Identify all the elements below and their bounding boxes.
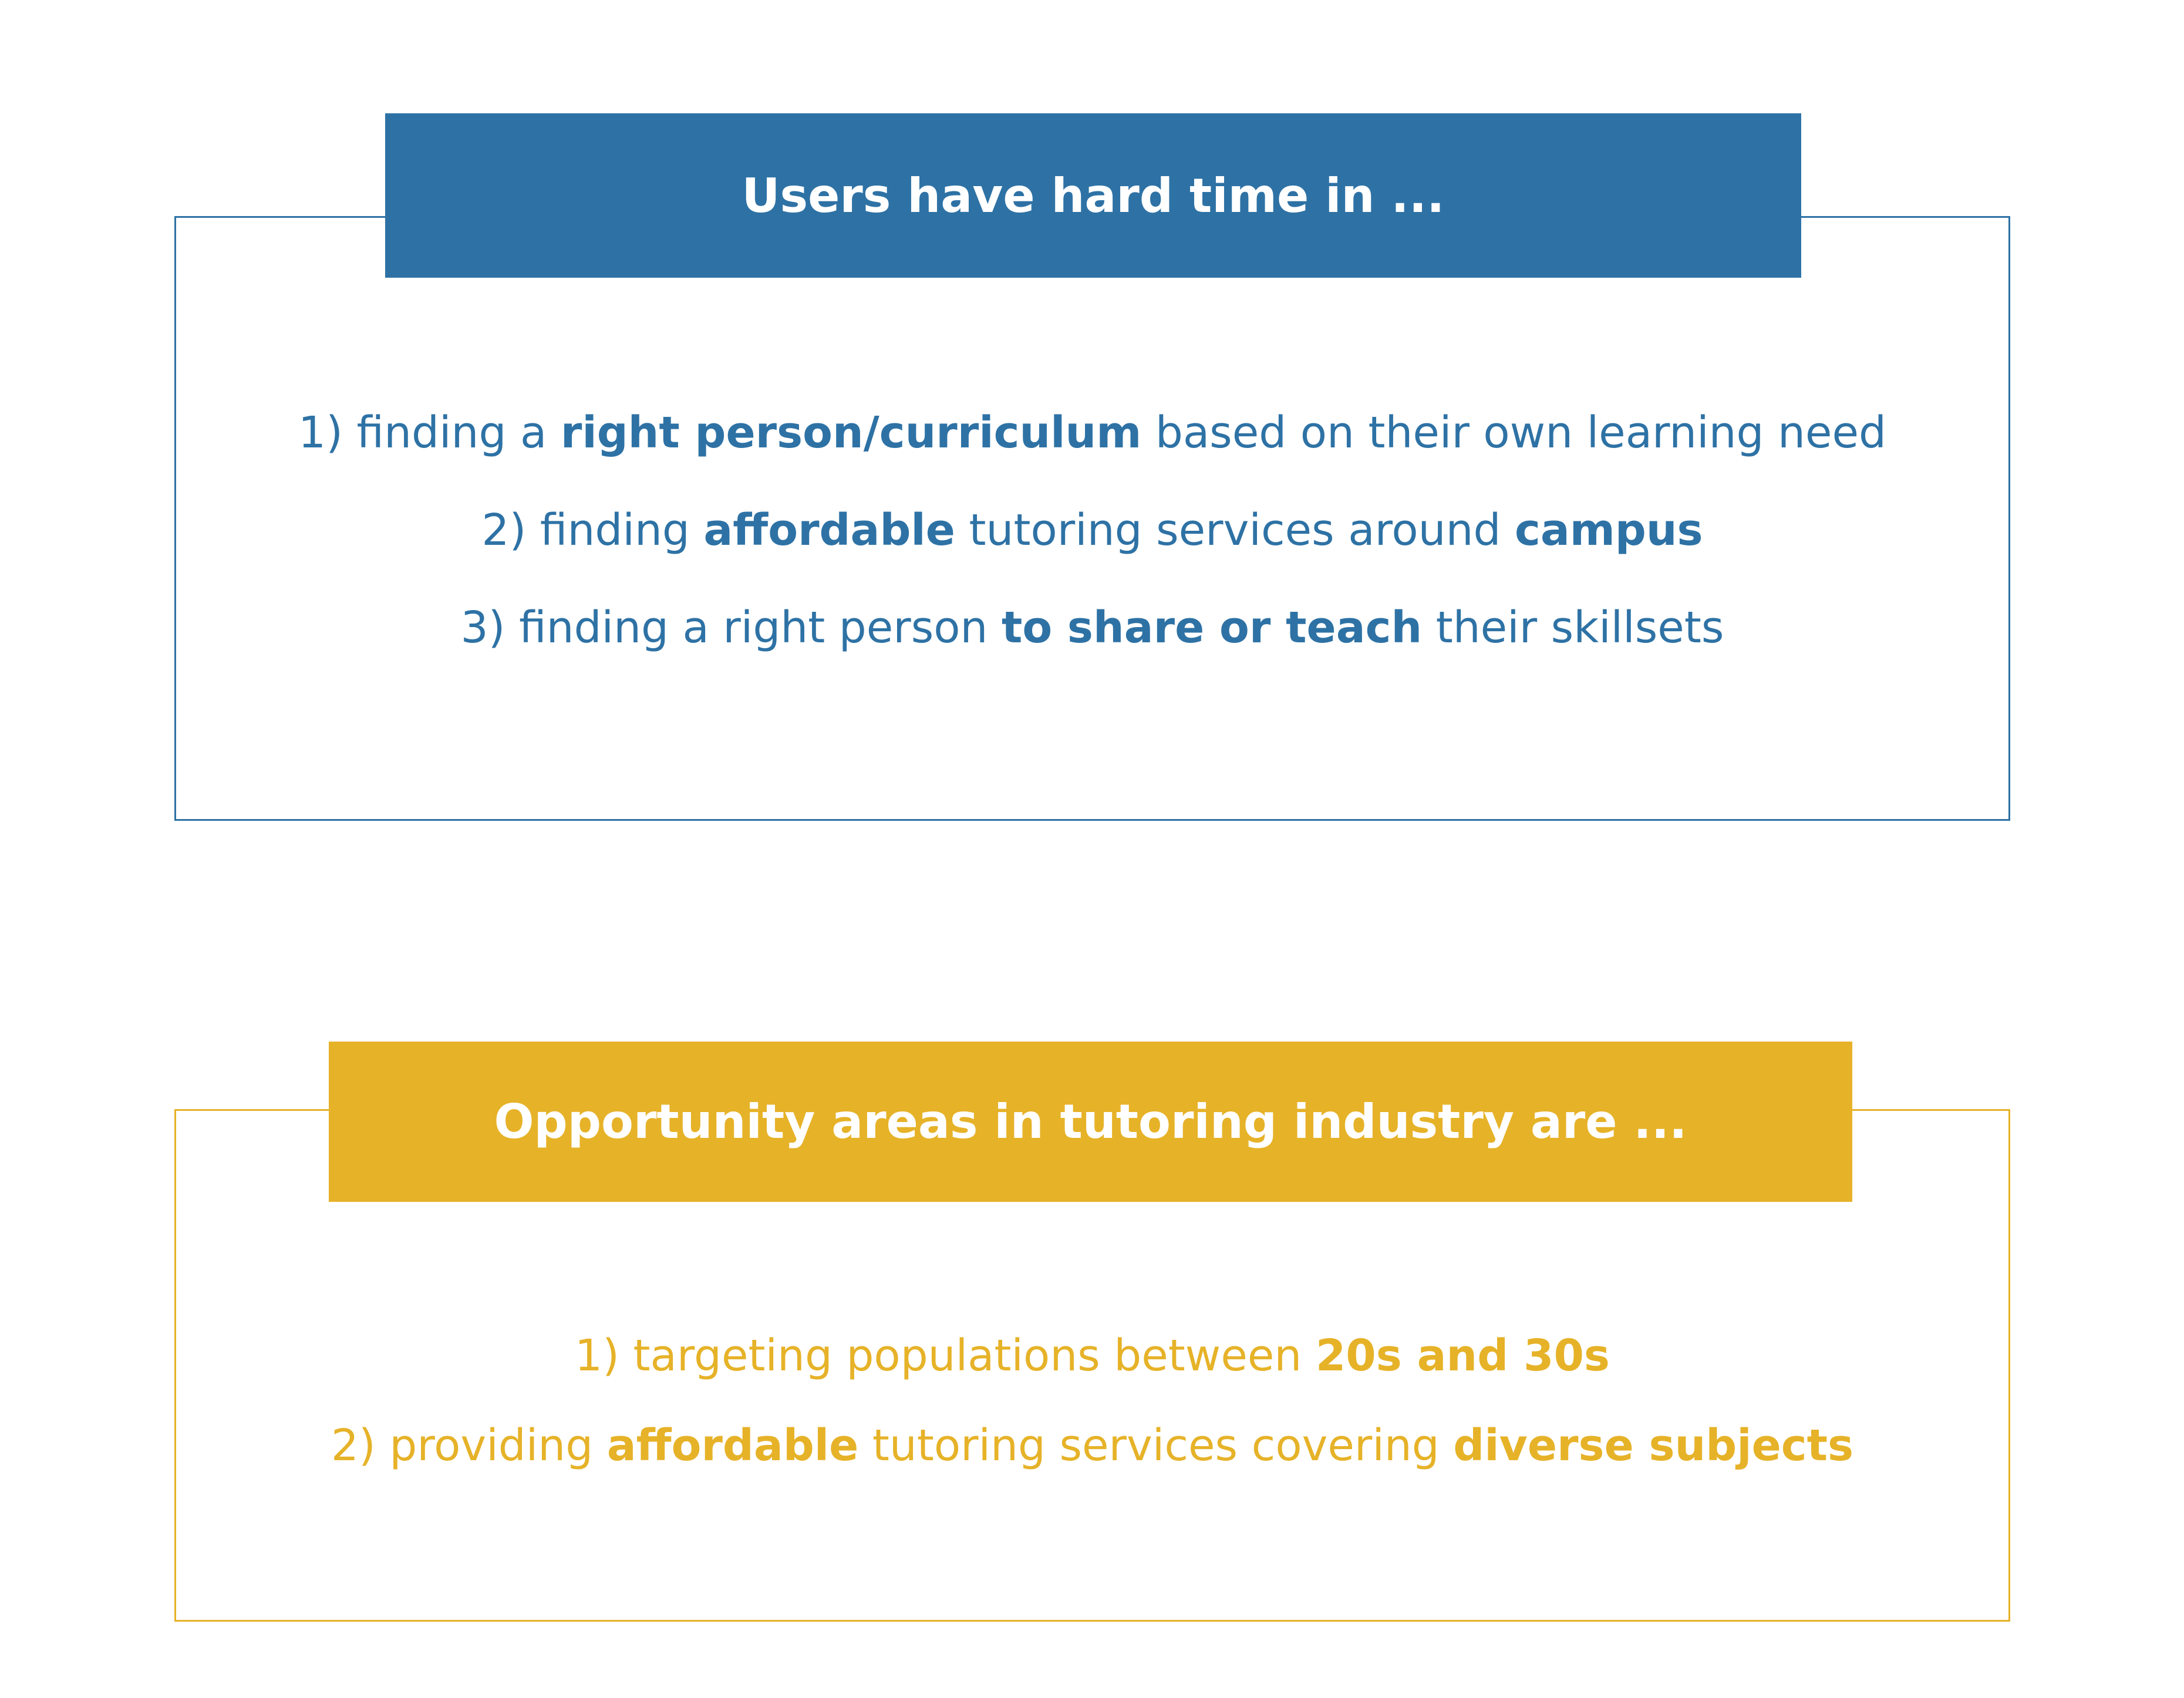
opportunity-item-text: 1) targeting populations between <box>575 1330 1316 1381</box>
opportunity-item-text: 2) providing <box>331 1420 607 1471</box>
opportunity-item-emphasis: affordable <box>606 1420 859 1471</box>
problem-item: 1) finding a right person/curriculum bas… <box>174 403 2010 462</box>
problems-frame <box>174 216 2010 821</box>
opportunities-title-banner: Opportunity areas in tutoring industry a… <box>329 1042 1852 1202</box>
problem-item-text: 3) finding a right person <box>460 602 1002 653</box>
problem-item-text: tutoring services around <box>955 505 1515 555</box>
opportunities-title: Opportunity areas in tutoring industry a… <box>494 1094 1687 1149</box>
problem-item-text: based on their own learning need <box>1141 407 1886 458</box>
problem-item: 2) finding affordable tutoring services … <box>174 501 2010 560</box>
problem-item: 3) finding a right person to share or te… <box>174 598 2010 657</box>
problem-item-emphasis: affordable <box>703 505 955 555</box>
opportunity-item: 2) providing affordable tutoring service… <box>174 1416 2010 1475</box>
problem-item-text: 1) finding a <box>298 407 561 458</box>
problem-item-emphasis: to share or teach <box>1001 602 1423 653</box>
problem-item-emphasis: right person/curriculum <box>560 407 1142 458</box>
opportunity-item-text: tutoring services covering <box>858 1420 1454 1471</box>
problem-item-emphasis: campus <box>1514 505 1703 555</box>
opportunity-item-emphasis: diverse subjects <box>1453 1420 1854 1471</box>
problem-item-text: 2) finding <box>481 505 704 555</box>
problems-title: Users have hard time in ... <box>742 168 1445 223</box>
opportunity-item: 1) targeting populations between 20s and… <box>174 1326 2010 1385</box>
opportunity-item-emphasis: 20s and 30s <box>1315 1330 1610 1381</box>
problem-item-text: their skillsets <box>1422 602 1724 653</box>
problems-title-banner: Users have hard time in ... <box>385 113 1801 278</box>
